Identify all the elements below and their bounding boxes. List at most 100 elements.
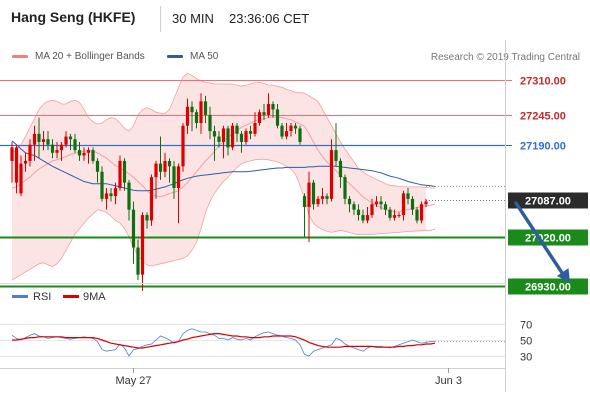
- header-divider: [160, 6, 161, 32]
- candle-body: [311, 182, 316, 205]
- candle-body: [212, 131, 217, 137]
- candle-body: [316, 198, 320, 205]
- candle-body: [73, 139, 77, 151]
- legend-ma50-swatch: [167, 54, 183, 58]
- legend-rsi-swatch: [12, 295, 28, 298]
- legend-ma50-label: MA 50: [190, 51, 219, 62]
- candle-body: [415, 209, 419, 221]
- interval-label[interactable]: 30 MIN: [172, 11, 214, 26]
- candle-body: [181, 125, 185, 167]
- x-tick-label: Jun 3: [435, 375, 462, 387]
- candle-body: [104, 193, 109, 199]
- chart-header: Hang Seng (HKFE) 30 MIN 23:36:06 CET: [0, 0, 590, 38]
- candle-body: [86, 150, 91, 153]
- candle-body: [284, 131, 289, 137]
- candle-body: [334, 150, 338, 161]
- forecast-arrow-head: [556, 268, 570, 283]
- candle-body: [239, 133, 244, 142]
- candle-body: [244, 131, 248, 142]
- candle-body: [95, 160, 100, 172]
- candle-body: [253, 123, 257, 134]
- rsi-tick-label: 70: [520, 320, 532, 332]
- candle-body: [320, 196, 325, 199]
- candle-body: [59, 144, 64, 151]
- candle-body: [190, 106, 194, 113]
- candle-body: [140, 215, 145, 275]
- candle-body: [343, 177, 347, 199]
- legend-rsi-label: RSI: [33, 291, 51, 303]
- rsi-tick-label: 30: [520, 352, 532, 364]
- candle-body: [208, 114, 212, 132]
- bollinger-lower-line: [11, 158, 436, 281]
- candle-body: [374, 201, 379, 205]
- candle-body: [307, 182, 311, 207]
- candle-body: [194, 112, 199, 123]
- candle-body: [55, 150, 59, 153]
- candle-body: [338, 160, 343, 178]
- candle-body: [167, 160, 172, 167]
- legend-bollinger-label: MA 20 + Bollinger Bands: [35, 51, 145, 62]
- candle-body: [131, 209, 136, 248]
- rsi-tick-label: 50: [520, 336, 532, 348]
- candle-body: [221, 128, 226, 142]
- candle-body: [149, 177, 154, 221]
- candle-body: [392, 215, 397, 218]
- candle-body: [136, 247, 140, 275]
- candle-body: [145, 215, 149, 221]
- candle-body: [397, 215, 401, 217]
- rsi-ma-line: [12, 333, 436, 349]
- forecast-arrow-shaft: [514, 201, 566, 278]
- candle-body: [163, 160, 167, 172]
- candle-body: [203, 101, 208, 115]
- candle-body: [352, 204, 356, 210]
- candle-body: [325, 196, 329, 199]
- candle-body: [77, 150, 82, 156]
- rsi-line: [11, 328, 435, 357]
- candle-body: [280, 125, 284, 137]
- pivot-label: 27190.00: [520, 141, 566, 153]
- candle-body: [122, 160, 127, 183]
- candle-body: [91, 150, 95, 161]
- candle-body: [23, 160, 28, 164]
- candle-body: [361, 215, 365, 221]
- candle-body: [41, 139, 46, 142]
- bollinger-upper-line: [11, 72, 435, 189]
- candle-body: [329, 150, 334, 199]
- candle-body: [275, 109, 280, 126]
- candle-body: [230, 125, 235, 148]
- candle-body: [118, 160, 122, 188]
- candle-body: [109, 193, 113, 197]
- candle-body: [248, 131, 253, 134]
- candle-body: [50, 144, 55, 153]
- candle-body: [257, 112, 262, 123]
- candle-body: [226, 128, 230, 148]
- candle-body: [28, 144, 32, 161]
- bollinger-band-fill: [12, 73, 426, 281]
- support-label: 27020.00: [525, 233, 571, 245]
- candle-body: [401, 193, 406, 216]
- current-price-tag: [508, 192, 588, 209]
- candle-body: [271, 104, 275, 110]
- candle-body: [379, 201, 383, 205]
- candle-body: [32, 133, 37, 145]
- candle-body: [199, 101, 203, 123]
- candle-body: [347, 198, 352, 205]
- candle-body: [82, 152, 86, 156]
- support-tag: [508, 278, 588, 295]
- candle-body: [176, 166, 181, 188]
- candle-body: [419, 204, 424, 221]
- candle-body: [14, 147, 19, 183]
- legend-rsi-ma-swatch: [63, 295, 79, 298]
- candle-body: [172, 166, 176, 188]
- candle-body: [289, 125, 293, 132]
- support-tag: [508, 229, 588, 246]
- candle-body: [68, 136, 73, 140]
- candle-body: [410, 198, 415, 210]
- candle-body: [293, 125, 298, 129]
- candle-body: [424, 201, 428, 205]
- candle-body: [370, 204, 374, 216]
- support-label: 26930.00: [525, 282, 571, 294]
- candle-body: [158, 163, 163, 172]
- legend-bollinger: MA 20 + Bollinger Bands: [12, 51, 145, 62]
